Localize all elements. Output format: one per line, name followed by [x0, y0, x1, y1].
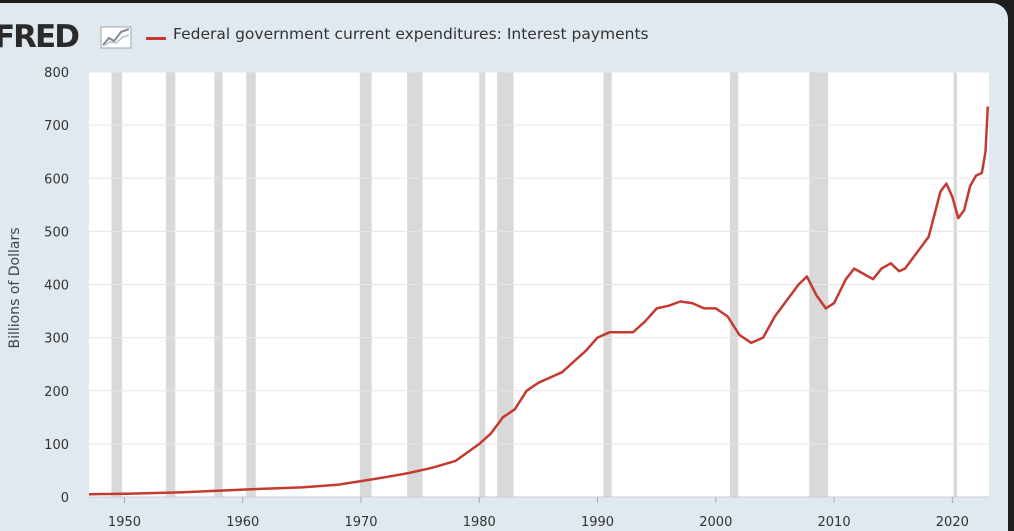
- fred-logo: FRED: [0, 19, 80, 55]
- chart-card: FRED Federal government current expendit…: [0, 3, 1008, 531]
- x-tick-label: 1970: [344, 515, 377, 530]
- legend-swatch: [146, 37, 166, 40]
- x-tick-label: 1950: [108, 515, 141, 530]
- chart-plot: 0 100 200 300 400 500 600 700 800 1950 1960 1970 198…: [44, 66, 990, 530]
- y-tick-label: 400: [44, 279, 69, 294]
- y-tick-label: 500: [44, 225, 69, 240]
- y-tick-label: 700: [44, 119, 69, 134]
- x-tick-label: 2010: [818, 515, 851, 530]
- y-tick-label: 600: [44, 172, 69, 187]
- x-tick-label: 2020: [936, 515, 969, 530]
- y-tick-label: 0: [61, 491, 69, 506]
- x-tick-label: 1990: [581, 515, 614, 530]
- y-tick-label: 300: [44, 332, 69, 347]
- y-tick-label: 200: [44, 385, 69, 400]
- y-tick-label: 100: [44, 438, 69, 453]
- y-tick-label: 800: [44, 66, 69, 81]
- legend-label: Federal government current expenditures:…: [173, 25, 649, 43]
- x-tick-label: 1960: [226, 515, 259, 530]
- series-line: [88, 106, 990, 496]
- chart-graph-icon: [100, 26, 132, 49]
- x-tick-label: 1980: [463, 515, 496, 530]
- chart-header: FRED Federal government current expendit…: [0, 17, 1000, 57]
- x-tick-label: 2000: [699, 515, 732, 530]
